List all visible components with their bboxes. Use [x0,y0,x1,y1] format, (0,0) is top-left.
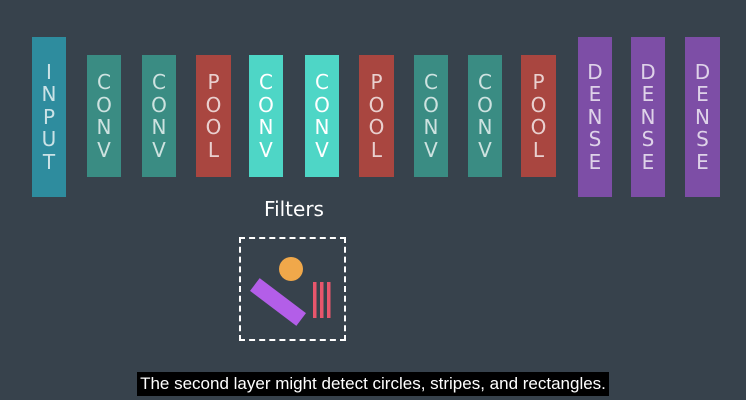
rectangle-shape [250,278,306,326]
stripe-3 [327,282,331,318]
subtitle-caption: The second layer might detect circles, s… [0,372,746,396]
stripe-2 [320,282,324,318]
circle-shape [279,257,303,281]
stripe-1 [313,282,317,318]
caption-text: The second layer might detect circles, s… [137,372,609,396]
filters-title: Filters [264,197,324,221]
filter-shapes [250,257,331,326]
filters-box [239,237,346,341]
